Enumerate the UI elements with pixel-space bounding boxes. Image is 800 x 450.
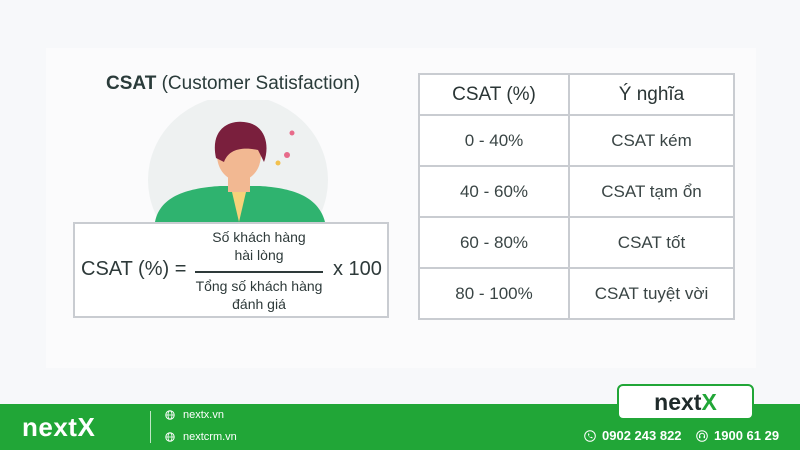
title-description: (Customer Satisfaction) xyxy=(156,73,361,94)
range-cell: 40 - 60% xyxy=(418,165,570,218)
formula-lhs: CSAT (%) = xyxy=(81,258,187,280)
table-row: 80 - 100% CSAT tuyệt vời xyxy=(418,267,735,320)
header-meaning: Ý nghĩa xyxy=(568,73,735,116)
person-illustration xyxy=(148,100,328,235)
footer-divider xyxy=(150,411,151,443)
nextx-logo: nextX xyxy=(617,384,754,420)
footer-phone-mobile[interactable]: 0902 243 822 xyxy=(584,428,682,443)
formula-numerator: Số khách hàng hài lòng xyxy=(195,228,323,268)
formula-box: CSAT (%) = Số khách hàng hài lòng Tổng s… xyxy=(73,222,389,318)
globe-icon xyxy=(165,410,175,420)
range-cell: 80 - 100% xyxy=(418,267,570,320)
range-cell: 0 - 40% xyxy=(418,114,570,167)
meaning-cell: CSAT tuyệt vời xyxy=(568,267,735,320)
table-row: 60 - 80% CSAT tốt xyxy=(418,216,735,269)
phone-icon xyxy=(584,429,596,442)
logo-prefix: next xyxy=(654,389,702,415)
logo-accent: X xyxy=(701,389,717,415)
table-row: 0 - 40% CSAT kém xyxy=(418,114,735,167)
phone-number: 1900 61 29 xyxy=(714,428,780,443)
footer-phone-hotline[interactable]: 1900 61 29 xyxy=(696,428,779,443)
numerator-line-1: Số khách hàng xyxy=(212,229,306,245)
meaning-cell: CSAT tốt xyxy=(568,216,735,269)
page-title: CSAT (Customer Satisfaction) xyxy=(106,73,360,95)
footer-brand: nextX xyxy=(22,412,96,442)
formula-fraction: Số khách hàng hài lòng Tổng số khách hàn… xyxy=(195,228,323,313)
table-header-row: CSAT (%) Ý nghĩa xyxy=(418,73,735,116)
meaning-cell: CSAT tạm ổn xyxy=(568,165,735,218)
formula-rhs: x 100 xyxy=(333,258,382,280)
footer-link-nextcrm[interactable]: nextcrm.vn xyxy=(165,431,237,443)
csat-table: CSAT (%) Ý nghĩa 0 - 40% CSAT kém 40 - 6… xyxy=(418,73,735,320)
meaning-cell: CSAT kém xyxy=(568,114,735,167)
denominator-line-2: đánh giá xyxy=(232,295,286,312)
numerator-line-2: hài lòng xyxy=(234,247,284,263)
denominator-line-1: Tổng số khách hàng xyxy=(195,277,323,294)
footer-link-label: nextx.vn xyxy=(183,409,224,421)
globe-icon xyxy=(165,432,175,442)
title-acronym: CSAT xyxy=(106,73,157,94)
phone-number: 0902 243 822 xyxy=(602,428,682,443)
footer-link-label: nextcrm.vn xyxy=(183,431,237,443)
header-csat-percent: CSAT (%) xyxy=(418,73,570,116)
table-row: 40 - 60% CSAT tạm ổn xyxy=(418,165,735,218)
range-cell: 60 - 80% xyxy=(418,216,570,269)
headset-icon xyxy=(696,429,708,442)
footer-link-nextx[interactable]: nextx.vn xyxy=(165,409,224,421)
formula-denominator: Tổng số khách hàng đánh giá xyxy=(195,277,323,313)
fraction-bar xyxy=(195,271,323,273)
